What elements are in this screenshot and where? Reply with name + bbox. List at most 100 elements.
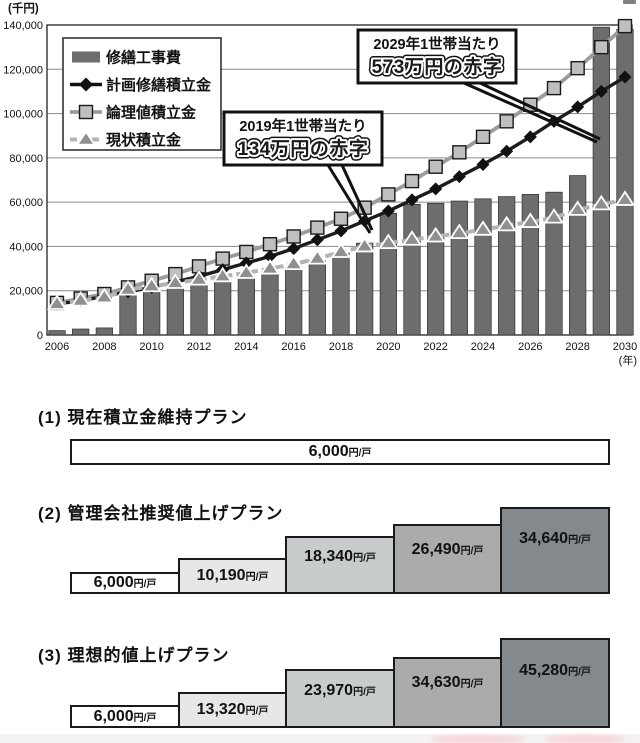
svg-text:2006: 2006	[45, 341, 69, 353]
legend-label: 計画修繕積立金	[106, 76, 212, 94]
svg-text:40,000: 40,000	[9, 241, 43, 253]
plan-step-amount: 45,280	[519, 661, 569, 679]
bar-2019	[356, 242, 374, 336]
bar-2023	[450, 200, 468, 336]
watermark-smudge	[430, 735, 525, 743]
svg-text:80,000: 80,000	[9, 153, 43, 165]
plan-step-unit: 円/戸	[133, 579, 157, 590]
svg-text:2010: 2010	[139, 341, 163, 353]
bar-2022	[427, 202, 445, 336]
svg-text:134万円の赤字: 134万円の赤字	[238, 137, 369, 160]
plan-step: 6,000円/戸	[70, 705, 180, 728]
plan-1-steps: 6,000円/戸	[70, 439, 610, 465]
bar-2013	[214, 279, 232, 336]
bar-2012	[190, 282, 208, 336]
plan-step-unit: 円/戸	[460, 545, 484, 557]
plan-step: 6,000円/戸	[70, 439, 610, 465]
legend-label: 論理値積立金	[106, 104, 197, 122]
svg-text:2019年1世帯当たり: 2019年1世帯当たり	[239, 117, 366, 135]
bar-2007	[72, 328, 90, 336]
chart-svg: 0 20,000 40,000 60,000 80,000 100,000 120,000 1…	[3, 1, 637, 367]
svg-text:2008: 2008	[92, 341, 116, 353]
svg-text:60,000: 60,000	[9, 197, 43, 209]
bar-2009	[119, 292, 137, 336]
plan-step-amount: 18,340	[304, 548, 354, 566]
svg-text:2024: 2024	[471, 341, 495, 353]
svg-text:134万円の赤字: 134万円の赤字	[238, 137, 369, 160]
plan-step-unit: 円/戸	[245, 706, 269, 717]
bar-2017	[308, 260, 326, 336]
bar-2027	[545, 191, 563, 336]
bar-2026	[521, 194, 539, 336]
bar-2018	[332, 252, 350, 336]
svg-text:2014: 2014	[234, 341, 258, 353]
svg-text:2022: 2022	[423, 341, 447, 353]
bar-2016	[285, 267, 303, 336]
svg-text:(千円): (千円)	[8, 1, 39, 15]
plan-step-unit: 円/戸	[460, 679, 484, 691]
plan-step: 10,190円/戸	[177, 558, 288, 594]
svg-text:573万円の赤字: 573万円の赤字	[372, 55, 503, 78]
svg-text:2029年1世帯当たり: 2029年1世帯当たり	[373, 35, 500, 53]
bar-2024	[474, 198, 492, 336]
bar-2006	[48, 330, 66, 336]
bar-2010	[143, 289, 161, 336]
plan-step: 26,490円/戸	[392, 524, 503, 594]
plan-step-unit: 円/戸	[245, 572, 269, 583]
svg-text:20,000: 20,000	[9, 286, 43, 298]
svg-text:120,000: 120,000	[3, 64, 43, 76]
plan-step: 34,630円/戸	[392, 657, 503, 728]
bar-2028	[569, 175, 587, 336]
plan-step-amount: 23,970	[304, 681, 354, 699]
bar-2014	[237, 275, 255, 336]
plan-step-amount: 6,000	[93, 707, 134, 725]
plan-step-unit: 円/戸	[348, 448, 372, 459]
plan-step: 23,970円/戸	[285, 669, 395, 728]
svg-text:134万円の赤字: 134万円の赤字	[238, 137, 369, 160]
bar-2008	[95, 327, 113, 336]
plan-1-title: (1) 現在積立金維持プラン	[38, 408, 248, 427]
svg-text:2028: 2028	[565, 341, 589, 353]
scan-artifact	[623, 0, 636, 4]
plan-step-amount: 6,000	[308, 443, 349, 460]
legend-label: 修繕工事費	[105, 49, 181, 67]
svg-text:2016: 2016	[281, 341, 305, 353]
plan-step-unit: 円/戸	[133, 712, 157, 724]
bar-2021	[403, 204, 421, 336]
plan-step-amount: 34,630	[411, 674, 461, 692]
svg-text:140,000: 140,000	[3, 20, 43, 32]
svg-text:(年): (年)	[619, 353, 637, 367]
reserve-fund-chart: 0 20,000 40,000 60,000 80,000 100,000 120,000 1…	[3, 1, 637, 367]
plan-step-amount: 6,000	[93, 574, 134, 591]
svg-text:573万円の赤字: 573万円の赤字	[372, 55, 503, 78]
svg-text:2012: 2012	[187, 341, 211, 353]
plan-step: 18,340円/戸	[285, 536, 395, 594]
plan-step: 13,320円/戸	[177, 692, 288, 728]
plan-step-amount: 34,640	[519, 529, 569, 547]
plan-step-amount: 10,190	[196, 567, 246, 584]
svg-text:100,000: 100,000	[3, 109, 43, 121]
plan-step-unit: 円/戸	[353, 686, 376, 698]
legend-label: 現状積立金	[106, 131, 182, 149]
plan-2-steps: 6,000円/戸 10,190円/戸 18,340円/戸 26,490円/戸 34,64…	[70, 507, 610, 594]
plan-step-unit: 円/戸	[353, 553, 376, 565]
plan-step-unit: 円/戸	[568, 534, 591, 546]
svg-text:0: 0	[37, 330, 43, 342]
plan-step-unit: 円/戸	[568, 666, 591, 678]
plan-3-steps: 6,000円/戸 13,320円/戸 23,970円/戸 34,630円/戸 45,28…	[70, 638, 610, 728]
plan-step: 6,000円/戸	[70, 572, 180, 594]
svg-text:573万円の赤字: 573万円の赤字	[372, 55, 503, 78]
plan-3-title: (3) 理想的値上げプラン	[38, 646, 230, 665]
watermark-smudge	[545, 735, 625, 743]
svg-text:2030: 2030	[613, 341, 637, 353]
bar-2029	[592, 26, 610, 336]
bar-2011	[166, 285, 184, 336]
page-bottom-strip	[0, 734, 640, 743]
bar-2020	[379, 212, 397, 336]
svg-text:2020: 2020	[376, 341, 400, 353]
plan-step: 45,280円/戸	[500, 638, 610, 728]
